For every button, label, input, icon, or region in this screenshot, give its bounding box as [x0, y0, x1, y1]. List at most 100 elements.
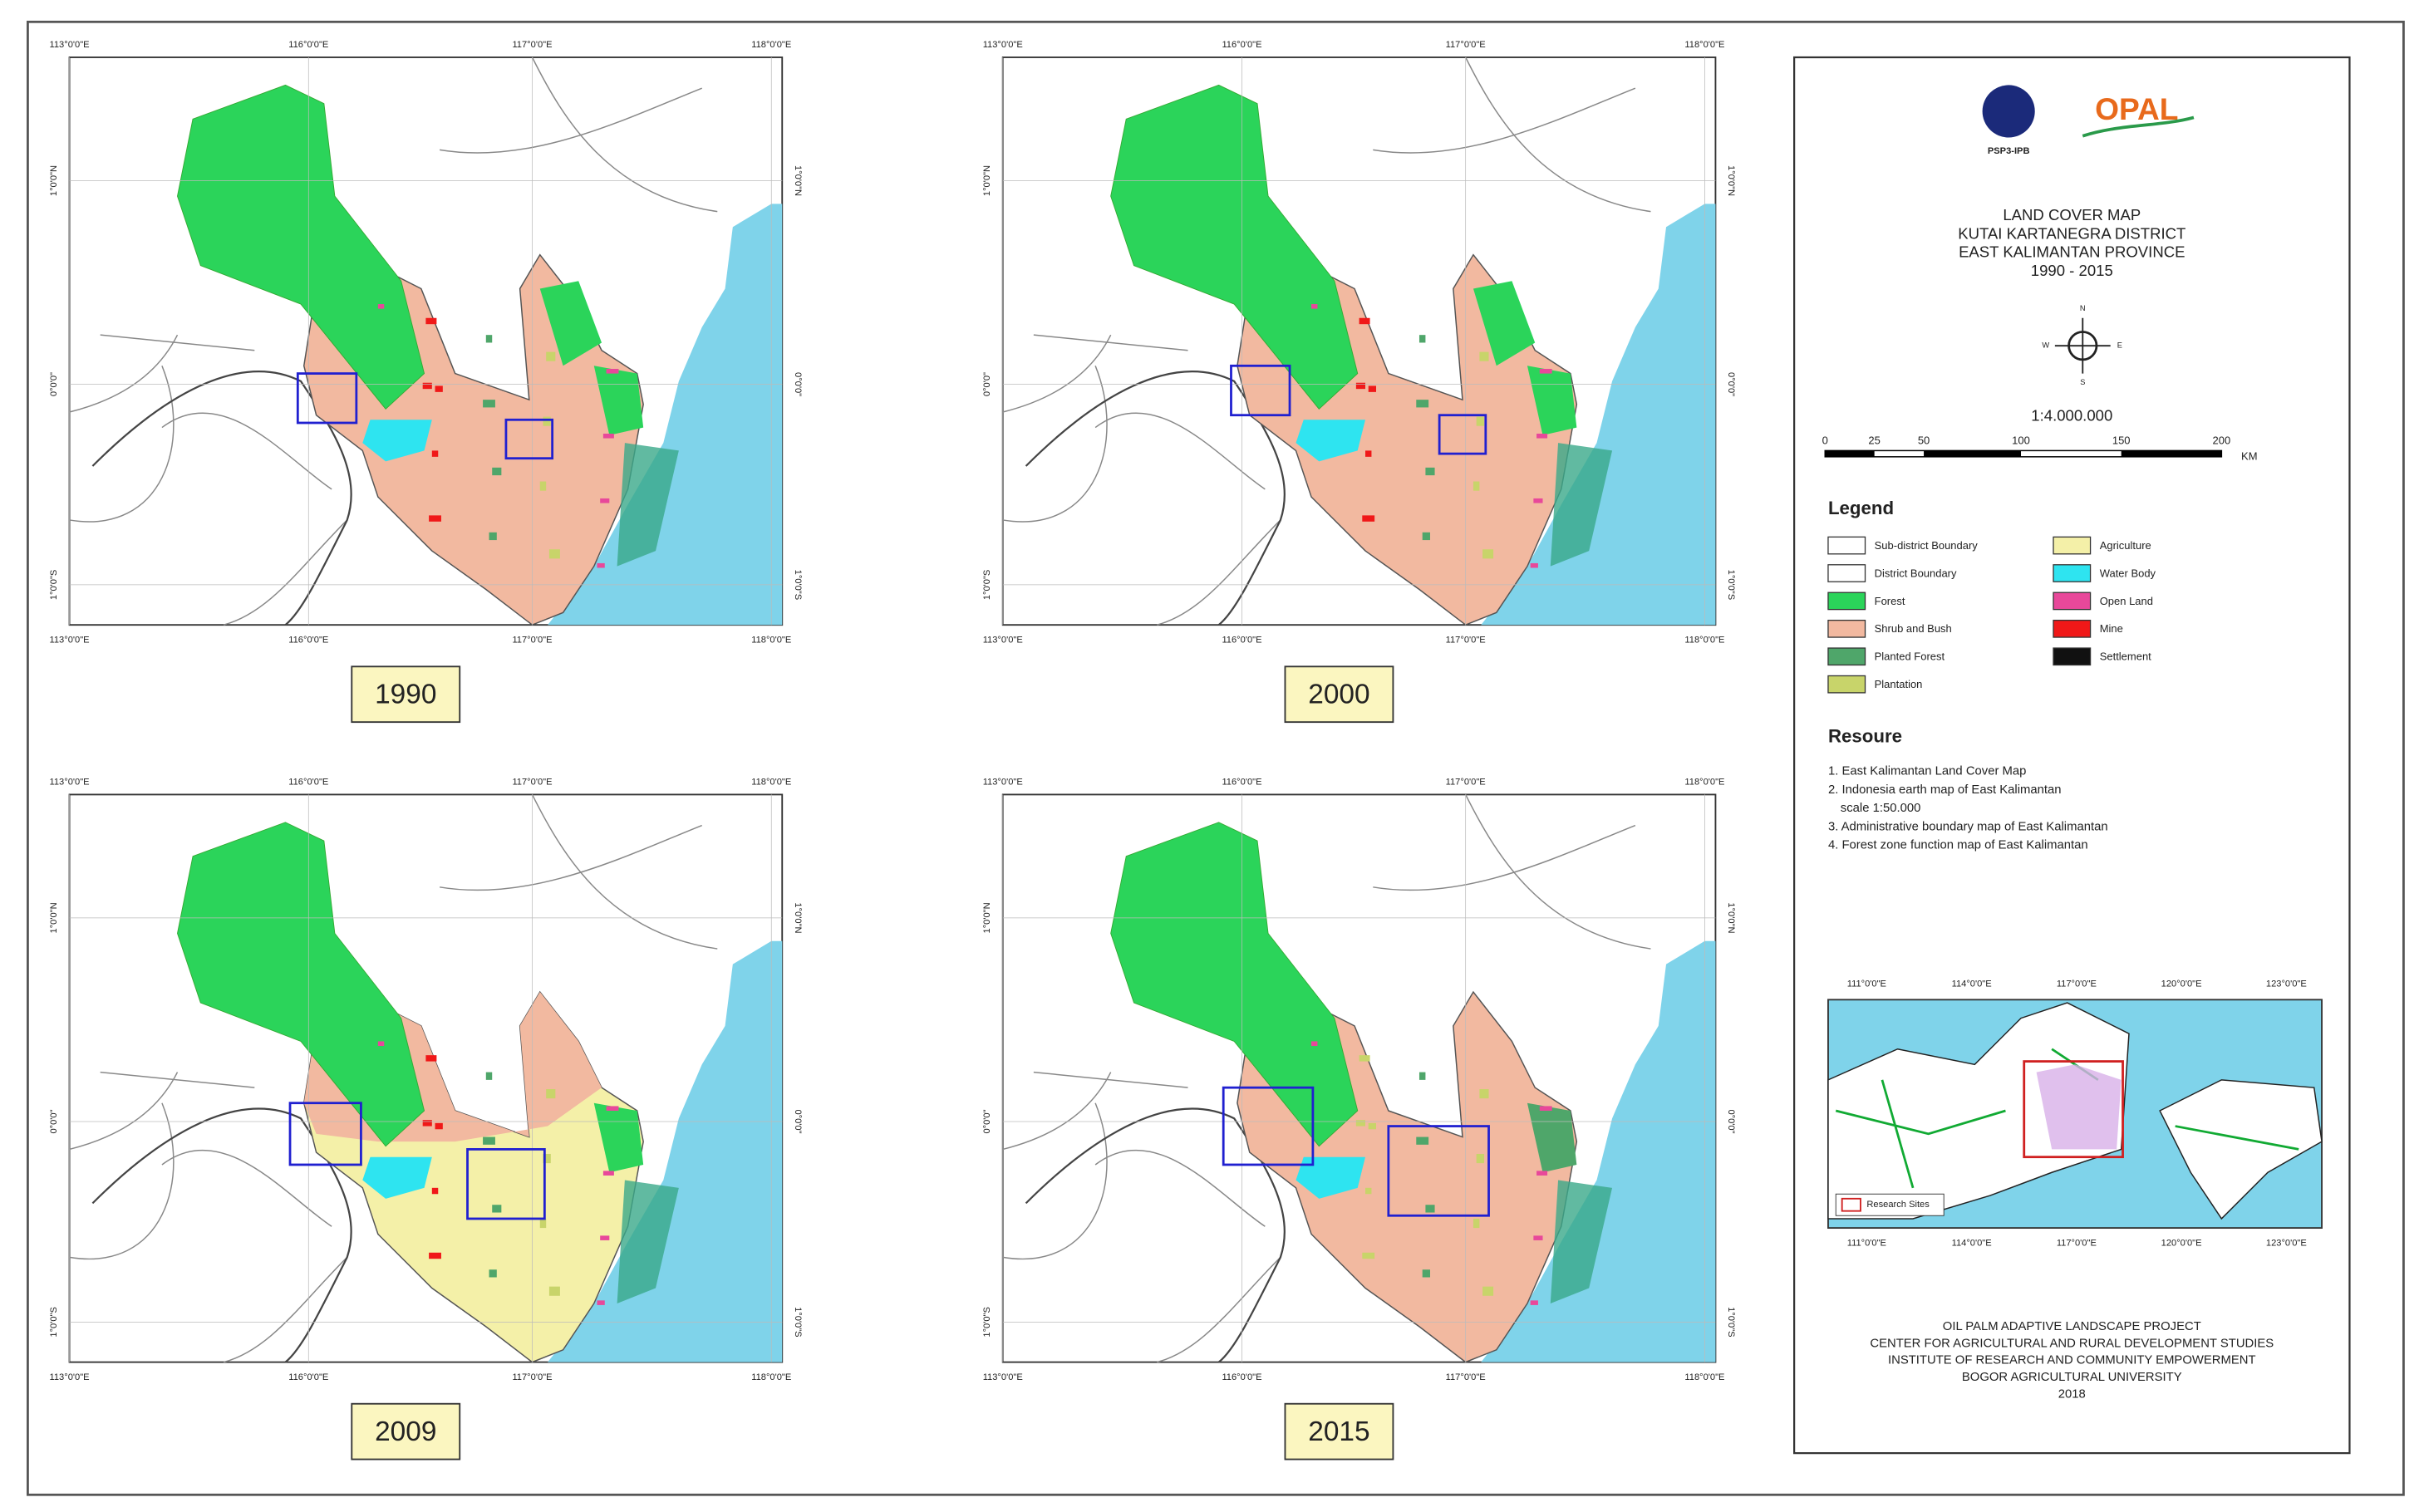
landcover-patch: [539, 1218, 547, 1229]
ocean: [1481, 940, 1716, 1362]
landcover-patch: [602, 433, 614, 439]
x-coord-label: 116°0'0"E: [288, 777, 328, 787]
landcover-patch: [1416, 1136, 1429, 1145]
legend-label: Planted Forest: [1875, 650, 1945, 663]
inset-coord-label: 117°0'0"E: [2057, 979, 2097, 989]
landcover-patch: [1536, 433, 1548, 439]
ocean: [1481, 204, 1716, 626]
legend-swatch: [1827, 619, 1866, 638]
y-coord-label: 1°0'0"N: [793, 902, 803, 933]
landcover-patch: [422, 1120, 432, 1127]
map-title: EAST KALIMANTAN PROVINCE: [1959, 243, 2185, 261]
footer-line: INSTITUTE OF RESEARCH AND COMMUNITY EMPO…: [1888, 1354, 2256, 1367]
legend-title: Legend: [1828, 498, 1894, 518]
scale-tick: 200: [2213, 434, 2231, 447]
landcover-patch: [1359, 1055, 1370, 1062]
landcover-patch: [543, 416, 551, 426]
y-coord-label: 1°0'0"S: [49, 1307, 59, 1338]
x-coord-label: 116°0'0"E: [288, 1372, 328, 1382]
y-coord-label: 0°0'0": [793, 372, 803, 396]
landcover-patch: [485, 335, 493, 343]
landcover-patch: [1530, 1300, 1538, 1305]
resource-item: scale 1:50.000: [1841, 802, 1921, 815]
landcover-patch: [1362, 515, 1375, 522]
study-site-box: [466, 1148, 546, 1220]
landcover-patch: [435, 385, 443, 392]
x-coord-label: 118°0'0"E: [1684, 636, 1724, 646]
resource-item: 2. Indonesia earth map of East Kalimanta…: [1828, 783, 2062, 797]
landcover-patch: [1476, 1153, 1484, 1164]
landcover-patch: [1533, 498, 1543, 503]
x-coord-label: 116°0'0"E: [288, 40, 328, 50]
landcover-patch: [1473, 481, 1480, 491]
landcover-patch: [1539, 369, 1552, 374]
mangrove: [617, 443, 679, 567]
neighbor-boundary: [91, 1107, 352, 1363]
landcover-patch: [431, 1187, 439, 1195]
inset-land: [1827, 1002, 2130, 1220]
x-coord-label: 113°0'0"E: [50, 636, 90, 646]
landcover-patch: [1422, 1269, 1430, 1278]
landcover-patch: [1416, 400, 1429, 408]
landcover-patch: [377, 1041, 385, 1047]
legend-label: Agriculture: [2100, 539, 2151, 552]
landcover-patch: [548, 549, 560, 559]
scale-tick: 150: [2112, 434, 2131, 447]
landcover-patch: [425, 317, 437, 325]
mangrove: [1550, 443, 1613, 567]
inset-research-box: [2023, 1060, 2124, 1159]
map-title: 1990 - 2015: [2031, 262, 2113, 279]
x-coord-label: 118°0'0"E: [751, 636, 791, 646]
inset-coord-label: 123°0'0"E: [2266, 1239, 2307, 1249]
landcover-patch: [1355, 382, 1366, 390]
year-label: 2009: [375, 1416, 436, 1447]
study-site-box: [296, 372, 358, 425]
landcover-patch: [435, 1122, 443, 1130]
inset-legend-bg: [1835, 1193, 1945, 1216]
x-coord-label: 113°0'0"E: [983, 636, 1023, 646]
landcover-patch: [1422, 532, 1430, 541]
landcover-patch: [539, 481, 547, 491]
landcover-patch: [606, 1106, 619, 1111]
x-coord-label: 117°0'0"E: [1446, 636, 1486, 646]
map-panel: 113°0'0"E 113°0'0"E 116°0'0"E 116°0'0"E 117°…: [49, 777, 803, 1460]
x-coord-label: 116°0'0"E: [288, 636, 328, 646]
forest-area: [177, 822, 425, 1147]
forest-area: [1110, 84, 1359, 410]
y-coord-label: 1°0'0"N: [982, 902, 992, 933]
landcover-patch: [377, 304, 385, 309]
x-coord-label: 117°0'0"E: [1446, 777, 1486, 787]
y-coord-label: 0°0'0": [793, 1109, 803, 1133]
landcover-patch: [492, 1205, 502, 1213]
x-coord-label: 117°0'0"E: [512, 777, 552, 787]
legend-swatch: [2053, 536, 2092, 555]
legend-label: District Boundary: [1875, 567, 1957, 579]
x-coord-label: 118°0'0"E: [1684, 777, 1724, 787]
landcover-patch: [429, 1252, 441, 1259]
legend-swatch: [2053, 647, 2092, 666]
landcover-patch: [1476, 416, 1484, 426]
landcover-patch: [600, 498, 610, 503]
water-body: [1296, 1156, 1366, 1199]
scale-unit: KM: [2241, 449, 2257, 462]
footer-line: BOGOR AGRICULTURAL UNIVERSITY: [1962, 1371, 2182, 1384]
y-coord-label: 1°0'0"S: [1726, 570, 1736, 601]
scale-segment: [1924, 450, 2022, 457]
y-coord-label: 1°0'0"S: [49, 570, 59, 601]
neighbor-boundary: [1025, 371, 1286, 626]
year-label: 1990: [375, 679, 436, 709]
landcover-patch: [600, 1235, 610, 1240]
x-coord-label: 113°0'0"E: [983, 1372, 1023, 1382]
study-site-box: [1387, 1125, 1490, 1217]
landcover-patch: [1479, 1089, 1489, 1099]
logo-text: OPAL: [2095, 91, 2178, 126]
landcover-patch: [1362, 1252, 1375, 1259]
landcover-patch: [1425, 467, 1435, 476]
landcover-patch: [1482, 549, 1494, 559]
landcover-patch: [1311, 1041, 1318, 1047]
water-body: [362, 1156, 432, 1199]
landcover-patch: [1473, 1218, 1480, 1229]
year-box: [1284, 665, 1394, 724]
water-body: [362, 420, 432, 462]
